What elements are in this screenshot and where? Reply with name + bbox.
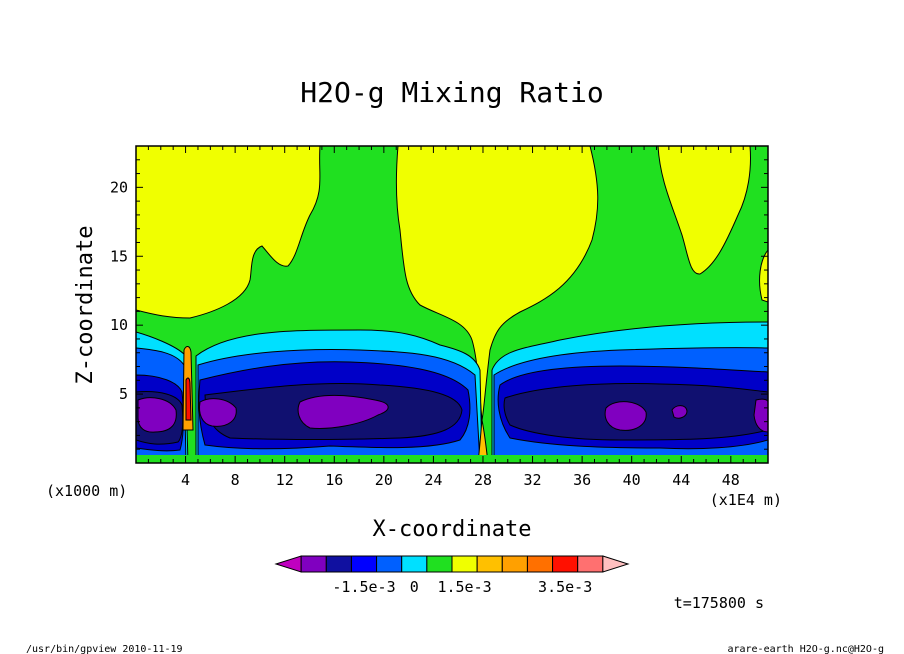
colorbar-swatch — [325, 555, 352, 573]
colorbar-swatch — [350, 555, 378, 573]
band-purple-1 — [137, 397, 177, 433]
colorbar-swatch — [552, 555, 579, 573]
colorbar-swatch — [526, 555, 554, 573]
band-purple-4 — [604, 401, 647, 431]
colorbar: -1.5e-3 0 1.5e-3 3.5e-3 — [274, 555, 630, 596]
colorbar-swatch — [501, 555, 528, 573]
footer-left: /usr/bin/gpview 2010-11-19 — [26, 644, 183, 654]
y-tick-label: 10 — [110, 316, 128, 334]
x-tick-label: 12 — [276, 471, 294, 489]
colorbar-swatch — [577, 555, 604, 573]
plot-frame — [135, 145, 769, 464]
x-tick-label: 36 — [573, 471, 591, 489]
band-purple-3 — [297, 394, 389, 429]
x-tick-label: 20 — [375, 471, 393, 489]
spike-28 — [477, 419, 489, 463]
y-tick-label: 15 — [110, 247, 128, 265]
y-axis-label: Z-coordinate — [73, 226, 98, 385]
band-purple-2 — [199, 398, 237, 427]
band-purple-5 — [671, 405, 688, 419]
band-yellow-right-edge — [759, 249, 768, 303]
footer-right: arare-earth_H2O-g.nc@H2O-g — [727, 644, 884, 654]
x-tick-label: 24 — [424, 471, 442, 489]
x-tick-label: 48 — [722, 471, 740, 489]
band-navy — [136, 382, 768, 445]
y-tick-label: 5 — [119, 385, 128, 403]
x-unit-right: (x1E4 m) — [710, 491, 782, 509]
band-yellow-left — [136, 146, 321, 319]
colorbar-tick-label: 0 — [410, 578, 419, 596]
x-axis-label: X-coordinate — [373, 517, 532, 542]
colorbar-swatch — [300, 555, 327, 573]
x-tick-label: 16 — [325, 471, 343, 489]
contour-fill — [136, 146, 768, 463]
colorbar-tick-label: 1.5e-3 — [437, 578, 491, 596]
colorbar-swatch — [426, 555, 453, 573]
x-axis: 4 8 12 16 20 24 28 32 36 40 44 48 — [147, 146, 757, 489]
colorbar-swatch — [476, 555, 503, 573]
x-tick-label: 8 — [231, 471, 240, 489]
y-axis: 5 10 15 20 — [110, 159, 768, 450]
y-tick-label: 20 — [110, 178, 128, 196]
time-label: t=175800 s — [674, 594, 764, 612]
chart-title: H2O-g Mixing Ratio — [300, 76, 603, 109]
colorbar-swatch — [451, 555, 478, 573]
colorbar-tick-label: -1.5e-3 — [332, 578, 395, 596]
x-tick-label: 4 — [181, 471, 190, 489]
x-tick-label: 28 — [474, 471, 492, 489]
band-yellow-right — [657, 146, 751, 275]
x-tick-label: 44 — [672, 471, 690, 489]
colorbar-arrow-high — [602, 555, 630, 573]
x-tick-label: 32 — [524, 471, 542, 489]
colorbar-arrow-low — [274, 555, 302, 573]
warm-column-core — [185, 377, 192, 421]
colorbar-swatch — [401, 555, 428, 573]
bottom-strip — [136, 455, 768, 463]
x-unit-left: (x1000 m) — [46, 482, 127, 500]
x-tick-label: 40 — [623, 471, 641, 489]
colorbar-tick-label: 3.5e-3 — [538, 578, 592, 596]
colorbar-swatch — [376, 555, 403, 573]
